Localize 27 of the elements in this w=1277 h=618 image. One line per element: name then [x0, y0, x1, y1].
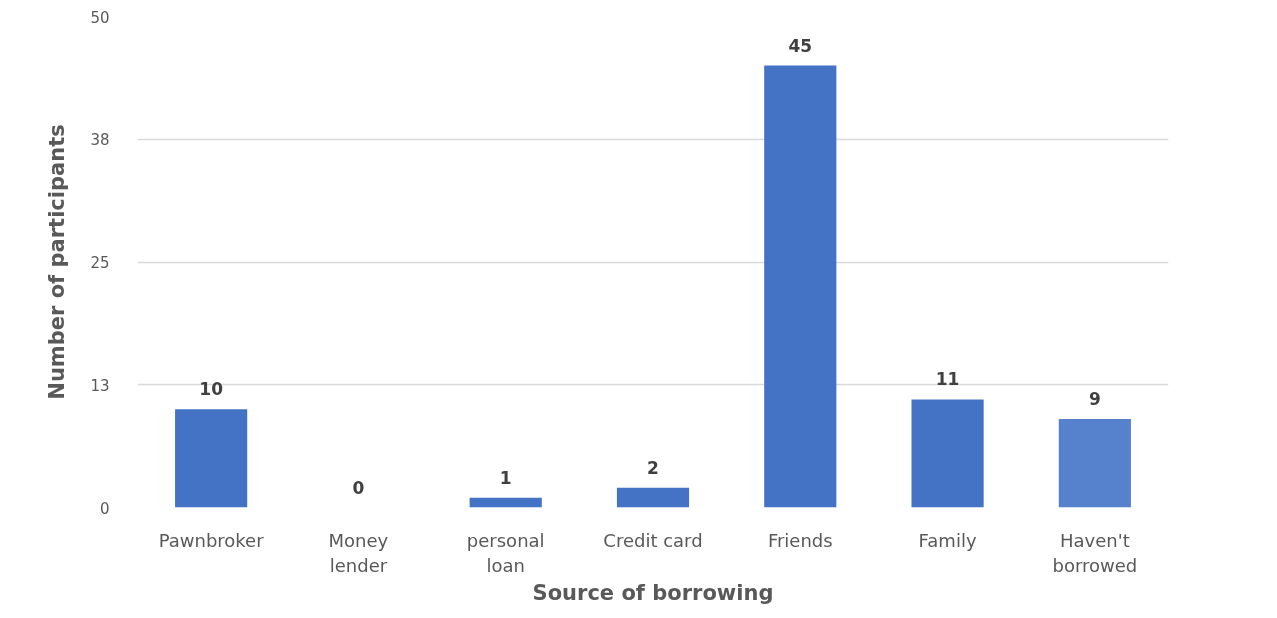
x-tick-label: Credit card: [603, 529, 703, 551]
y-axis-title: Number of participants: [45, 124, 70, 400]
y-tick-label: 25: [90, 254, 110, 272]
bar: [469, 497, 542, 508]
x-tick-label: Friends: [767, 529, 833, 551]
y-tick-label: 38: [90, 131, 110, 150]
y-tick-label: 0: [99, 499, 110, 518]
bar: [1058, 419, 1131, 508]
data-label: 1: [499, 467, 512, 488]
bar: [616, 487, 690, 508]
data-label: 0: [352, 477, 365, 498]
x-axis-title: Source of borrowing: [532, 580, 774, 605]
bar: [764, 65, 837, 508]
x-tick-label: Money lender: [328, 529, 389, 576]
x-tick-label: Pawnbroker: [158, 529, 265, 551]
x-tick-label: Haven't borrowed: [1052, 529, 1138, 576]
data-label: 11: [935, 369, 960, 390]
data-label: 45: [788, 35, 813, 56]
x-tick-label: personal loan: [466, 529, 545, 576]
data-label: 9: [1088, 389, 1101, 410]
y-tick-label: 50: [90, 8, 110, 27]
bar: [175, 409, 248, 508]
data-label: 2: [647, 457, 659, 478]
bar: [911, 399, 984, 508]
data-label: 10: [199, 379, 224, 400]
x-tick-label: Family: [918, 529, 977, 551]
y-tick-label: 13: [90, 376, 110, 395]
